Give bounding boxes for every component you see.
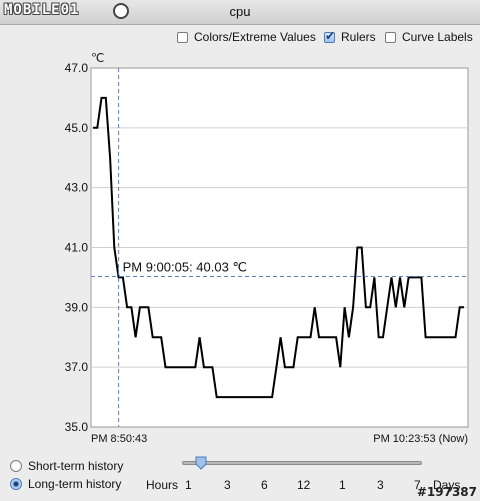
- cpu-temperature-line: [93, 96, 464, 399]
- radio-selected-icon: [10, 478, 22, 490]
- display-options: Colors/Extreme Values Rulers Curve Label…: [0, 29, 480, 48]
- credit-text: #197387: [416, 485, 477, 499]
- scale-tick: 12: [297, 478, 311, 492]
- curve-labels-label: Curve Labels: [402, 30, 473, 44]
- rulers-label: Rulers: [341, 30, 376, 44]
- y-tick-label: 35.0: [65, 420, 89, 434]
- y-tick-label: 43.0: [65, 181, 89, 195]
- colors-extreme-values-checkbox[interactable]: Colors/Extreme Values: [177, 30, 316, 44]
- scale-hours-label: Hours: [146, 478, 179, 492]
- short-term-history-radio[interactable]: Short-term history: [10, 459, 123, 473]
- long-term-history-label: Long-term history: [28, 477, 122, 491]
- y-tick-label: 47.0: [65, 61, 89, 75]
- ruler-readout-label: PM 9:00:05: 40.03 ℃: [123, 260, 247, 275]
- y-tick-label: 41.0: [65, 241, 89, 255]
- colors-extreme-values-label: Colors/Extreme Values: [194, 30, 316, 44]
- y-tick-label: 39.0: [65, 300, 89, 314]
- rulers-checkbox[interactable]: Rulers: [324, 29, 376, 44]
- y-tick-label: 37.0: [65, 360, 89, 374]
- scale-tick: 3: [377, 478, 384, 492]
- long-term-history-radio[interactable]: Long-term history: [10, 477, 121, 491]
- x-start-label: PM 8:50:43: [91, 433, 147, 445]
- slider-thumb[interactable]: [195, 456, 207, 470]
- checkbox-icon: [177, 31, 188, 43]
- scale-tick: 1: [339, 478, 346, 492]
- scale-tick: 7: [414, 478, 421, 492]
- watermark-logo: MOBILE01: [4, 2, 80, 18]
- history-range-slider[interactable]: [182, 456, 422, 470]
- radio-icon: [10, 460, 22, 472]
- scale-tick: 6: [261, 478, 268, 492]
- checkbox-checked-icon: [324, 29, 335, 43]
- scale-days-label: Days: [433, 478, 461, 492]
- x-end-label: PM 10:23:53 (Now): [373, 433, 468, 445]
- cpu-temperature-chart[interactable]: 47.0 45.0 43.0 41.0 39.0 37.0 35.0 ℃ PM 9:00:05:…: [0, 48, 480, 448]
- scale-tick: 3: [224, 478, 231, 492]
- checkbox-icon: [385, 31, 396, 43]
- y-tick-label: 45.0: [65, 121, 89, 135]
- y-axis-unit-label: ℃: [91, 51, 104, 65]
- window-titlebar: MOBILE01 cpu: [0, 0, 480, 25]
- short-term-history-label: Short-term history: [28, 459, 124, 473]
- curve-labels-checkbox[interactable]: Curve Labels: [385, 30, 473, 44]
- window-title: cpu: [229, 4, 251, 19]
- scale-tick: 1: [185, 478, 192, 492]
- watermark-emblem-icon: [113, 3, 129, 19]
